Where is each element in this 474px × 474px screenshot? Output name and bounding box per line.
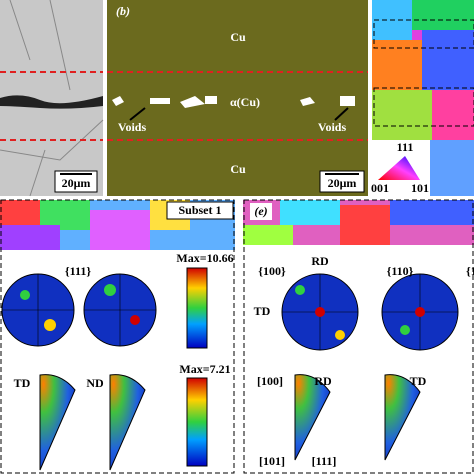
panel-label: (b) (116, 4, 130, 18)
colorbar (186, 377, 208, 467)
annotation: Voids (118, 120, 147, 134)
panel-c: 111 001 101 (371, 0, 474, 196)
voids (112, 96, 355, 108)
direction-label: [100] (257, 374, 283, 388)
direction-label: [101] (259, 454, 285, 468)
panel-e: (e) RD {100} {110} {1 TD [100] RD TD [10… (243, 199, 474, 474)
phase-label: α(Cu) (230, 95, 260, 109)
direction-label: [111] (312, 454, 337, 468)
arrow (129, 107, 146, 121)
scale-bar-box (54, 170, 98, 193)
colorbar (186, 267, 208, 349)
ipf-label: ND (86, 376, 104, 390)
ipf-key-label: 101 (411, 181, 429, 195)
dashed-box (373, 87, 474, 127)
phase-label: Cu (230, 30, 246, 44)
max-label: Max=7.21 (179, 362, 230, 376)
max-label: Max=10.66 (176, 251, 233, 265)
ipf-key (378, 156, 420, 180)
scale-bar-box (319, 170, 365, 193)
subset-label: Subset 1 (178, 203, 221, 217)
ipf-key-label: 111 (397, 140, 414, 154)
panel-label: (e) (254, 204, 267, 218)
panel-d: Subset 1 {111} Max=10.66 TD ND Max=7.21 (0, 199, 235, 474)
pole-figure-label: {111} (65, 264, 91, 278)
panel-border (243, 199, 474, 474)
dashed-box (373, 19, 474, 49)
ipf (109, 374, 146, 471)
phase-label: Cu (230, 162, 246, 176)
ipf-label: RD (314, 374, 332, 388)
ipf-label: TD (14, 376, 31, 390)
scale-label: 20μm (328, 176, 357, 190)
scale-label: 20μm (62, 176, 91, 190)
ipf-key-label: 001 (371, 181, 389, 195)
annotation: Voids (318, 120, 347, 134)
pole-figure-label: {100} (258, 264, 286, 278)
label-box (250, 203, 272, 220)
axis-label: RD (311, 254, 329, 268)
panel-a: 20μm (0, 0, 104, 197)
pole-figure-label: {1 (466, 264, 474, 278)
grain-boundary (0, 0, 104, 197)
subset-box (166, 201, 234, 220)
ipf (294, 374, 331, 461)
void-band (0, 95, 103, 109)
pole-figure-label: {110} (387, 264, 414, 278)
panel-b: (b) Cu α(Cu) Voids Voids Cu 20μm (107, 0, 368, 196)
ipf (39, 374, 76, 471)
arrow (334, 107, 349, 121)
ipf-label: TD (410, 374, 427, 388)
panel-border (0, 199, 235, 474)
axis-label: TD (254, 304, 271, 318)
ipf (384, 374, 421, 461)
